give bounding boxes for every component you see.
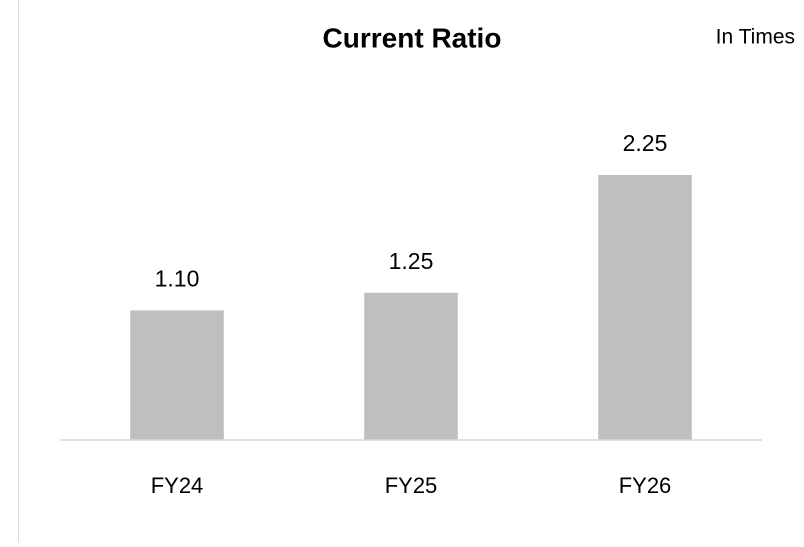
x-tick-label: FY24 xyxy=(151,473,204,498)
bar xyxy=(598,175,692,440)
value-label: 2.25 xyxy=(623,130,668,156)
x-tick-label: FY25 xyxy=(385,473,438,498)
unit-note: In Times xyxy=(716,26,795,49)
chart-title: Current Ratio xyxy=(323,22,502,53)
x-tick-label: FY26 xyxy=(619,473,672,498)
bar xyxy=(364,293,458,440)
value-label: 1.10 xyxy=(155,265,200,291)
value-label: 1.25 xyxy=(389,248,434,274)
bar xyxy=(130,310,224,440)
